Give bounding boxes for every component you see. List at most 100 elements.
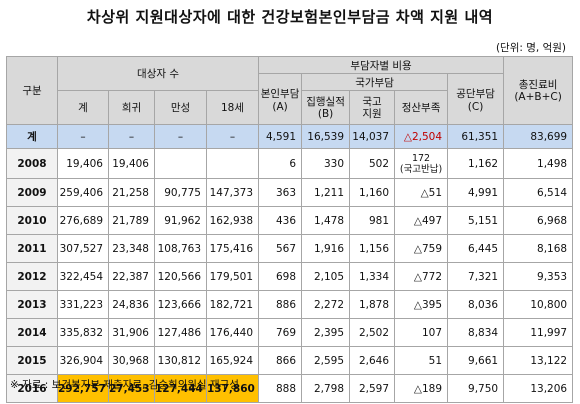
header-cost-by-payer: 부담자별 비용	[258, 56, 505, 74]
row-age18: 147,373	[205, 178, 260, 207]
table-row: 2009 259,406 21,258 90,775 147,373 363 1…	[6, 178, 574, 207]
table-row: 2012 322,454 22,387 120,566 179,501 698 …	[6, 262, 574, 291]
row-settle-value: 172	[411, 152, 431, 164]
row-public: 5,151	[447, 206, 505, 235]
source-note: ※ 자료 : 보건복지부 제출자료, 김승희의원실 재구성	[10, 379, 239, 391]
header-col-total: 계	[57, 90, 109, 125]
total-label: 계	[6, 124, 58, 149]
row-treasury: 2,597	[349, 374, 396, 403]
header-col-age18: 18세	[205, 90, 260, 125]
row-settle: △497	[394, 206, 449, 235]
row-rare: 30,968	[108, 346, 155, 375]
row-public: 7,321	[447, 262, 505, 291]
page-title: 차상위 지원대상자에 대한 건강보험본인부담금 차액 지원 내역	[86, 8, 494, 26]
total-chronic: –	[154, 124, 207, 149]
row-exec: 1,478	[301, 206, 351, 235]
row-grand: 13,206	[503, 374, 574, 403]
row-grand: 10,800	[503, 290, 574, 319]
total-treasury: 14,037	[349, 124, 396, 149]
row-public: 6,445	[447, 234, 505, 263]
row-public: 8,834	[447, 318, 505, 347]
row-age18: 182,721	[205, 290, 260, 319]
header-public: 공단부담 (C)	[447, 73, 505, 125]
row-settle-note: (국고반납)	[399, 163, 443, 175]
row-rare: 19,406	[108, 148, 155, 179]
row-rare: 31,906	[108, 318, 155, 347]
row-treasury: 1,878	[349, 290, 396, 319]
unit-label: (단위: 명, 억원)	[495, 42, 566, 54]
header-total-cost-label: 총진료비 (A+B+C)	[514, 78, 562, 103]
row-year: 2013	[6, 290, 58, 319]
row-self: 567	[258, 234, 303, 263]
row-exec: 2,272	[301, 290, 351, 319]
row-treasury: 1,160	[349, 178, 396, 207]
row-chronic: 123,666	[154, 290, 207, 319]
row-rare: 21,258	[108, 178, 155, 207]
row-total: 331,223	[57, 290, 109, 319]
row-public: 9,661	[447, 346, 505, 375]
row-grand: 13,122	[503, 346, 574, 375]
row-self: 888	[258, 374, 303, 403]
header-national: 국가부담	[301, 73, 449, 91]
row-grand: 1,498	[503, 148, 574, 179]
row-chronic: 91,962	[154, 206, 207, 235]
table-row: 2016 292,757 27,453 127,444 137,860 888 …	[6, 374, 574, 403]
row-chronic: 130,812	[154, 346, 207, 375]
row-year: 2012	[6, 262, 58, 291]
row-treasury: 2,646	[349, 346, 396, 375]
row-chronic: 120,566	[154, 262, 207, 291]
table-row: 2014 335,832 31,906 127,486 176,440 769 …	[6, 318, 574, 347]
row-rare: 24,836	[108, 290, 155, 319]
header-exec-label: 집행실적 (B)	[306, 95, 345, 120]
row-age18: 162,938	[205, 206, 260, 235]
row-self: 436	[258, 206, 303, 235]
row-exec: 330	[301, 148, 351, 179]
row-total: 326,904	[57, 346, 109, 375]
total-settle: △2,504	[394, 124, 449, 149]
header-public-label: 공단부담 (C)	[456, 87, 495, 113]
row-total: 335,832	[57, 318, 109, 347]
row-total: 259,406	[57, 178, 109, 207]
total-rare: –	[108, 124, 155, 149]
row-exec: 1,211	[301, 178, 351, 207]
row-total: 276,689	[57, 206, 109, 235]
total-targets: –	[57, 124, 109, 149]
row-exec: 2,798	[301, 374, 351, 403]
row-treasury: 502	[349, 148, 396, 179]
row-total: 19,406	[57, 148, 109, 179]
row-grand: 11,997	[503, 318, 574, 347]
total-public: 61,351	[447, 124, 505, 149]
row-year: 2008	[6, 148, 58, 179]
table-row: 2011 307,527 23,348 108,763 175,416 567 …	[6, 234, 574, 263]
row-year: 2014	[6, 318, 58, 347]
row-total: 322,454	[57, 262, 109, 291]
row-chronic: 90,775	[154, 178, 207, 207]
row-age18: 137,860	[205, 374, 260, 403]
row-age18	[205, 148, 260, 179]
row-public: 1,162	[447, 148, 505, 179]
header-col-rare: 희귀	[108, 90, 155, 125]
row-settle: △51	[394, 178, 449, 207]
row-chronic: 108,763	[154, 234, 207, 263]
row-public: 4,991	[447, 178, 505, 207]
header-total-cost: 총진료비 (A+B+C)	[503, 56, 574, 125]
row-year: 2015	[6, 346, 58, 375]
row-year: 2009	[6, 178, 58, 207]
table-row: 2015 326,904 30,968 130,812 165,924 866 …	[6, 346, 574, 375]
row-self: 886	[258, 290, 303, 319]
row-grand: 6,968	[503, 206, 574, 235]
row-settle: △395	[394, 290, 449, 319]
row-exec: 1,916	[301, 234, 351, 263]
row-chronic: 127,486	[154, 318, 207, 347]
header-self-label: 본인부담 (A)	[260, 87, 300, 113]
table-row: 2008 19,406 19,406 6 330 502 172 (국고반납) …	[6, 148, 574, 179]
data-table: 구분 대상자 수 부담자별 비용 총진료비 (A+B+C) 본인부담 (A) 국…	[6, 56, 574, 403]
row-grand: 6,514	[503, 178, 574, 207]
row-settle: △759	[394, 234, 449, 263]
header-col-exec: 집행실적 (B)	[301, 90, 351, 125]
row-chronic	[154, 148, 207, 179]
row-year: 2011	[6, 234, 58, 263]
total-self: 4,591	[258, 124, 303, 149]
row-exec: 2,105	[301, 262, 351, 291]
header-col-chronic: 만성	[154, 90, 207, 125]
